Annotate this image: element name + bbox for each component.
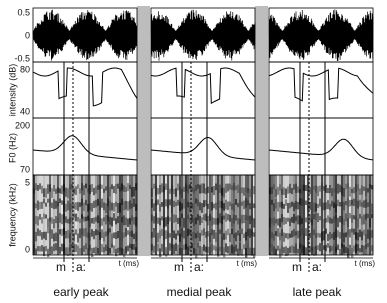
tick-label: 0: [25, 30, 30, 40]
intensity-curve: [151, 68, 255, 103]
tick-label: 5: [25, 177, 30, 187]
f0-curve: [269, 139, 373, 160]
time-label: t (ms): [237, 259, 258, 268]
tick-label: 80: [20, 64, 30, 74]
tick-label: 0: [25, 244, 30, 254]
panel-frame: [151, 62, 255, 118]
panel-frame: [269, 118, 373, 175]
segment-label: a:: [194, 260, 204, 274]
segment-label: a:: [312, 260, 322, 274]
intensity-curve: [269, 68, 373, 101]
tick-label: 200: [15, 120, 30, 130]
panel-frame: [33, 118, 137, 175]
time-label: t (ms): [119, 259, 140, 268]
f0-curve: [33, 136, 137, 160]
panel-frame: [151, 118, 255, 175]
separator: [137, 6, 150, 256]
segment-label: m: [292, 260, 302, 274]
segment-label: m: [174, 260, 184, 274]
panel-title: early peak: [53, 285, 109, 299]
figure: 0.5 0 -0.5 80 40 intensity (dB) 200 70 F…: [0, 0, 387, 303]
tick-label: -0.5: [14, 53, 30, 63]
panel: m a: t (ms) late peak: [269, 8, 375, 299]
tick-label: 70: [20, 164, 30, 174]
panel-frame: [269, 62, 373, 118]
waveform: [151, 10, 255, 61]
axis-label: intensity (dB): [7, 64, 17, 117]
intensity-curve: [33, 68, 137, 106]
segment-label: m: [56, 260, 66, 274]
panel-title: medial peak: [167, 285, 233, 299]
f0-curve: [151, 138, 255, 161]
tick-label: 0.5: [17, 7, 30, 17]
waveform: [33, 10, 137, 61]
panel-title: late peak: [293, 285, 343, 299]
segment-label: a:: [76, 260, 86, 274]
waveform: [269, 9, 373, 61]
tick-label: 40: [20, 106, 30, 116]
panel: m a: t (ms) early peak: [33, 8, 139, 299]
panel: m a: t (ms) medial peak: [151, 8, 257, 299]
axis-label: F0 (Hz): [7, 133, 17, 163]
time-label: t (ms): [355, 259, 376, 268]
separator: [255, 6, 268, 256]
axis-label: frequency (kHz): [7, 183, 17, 247]
